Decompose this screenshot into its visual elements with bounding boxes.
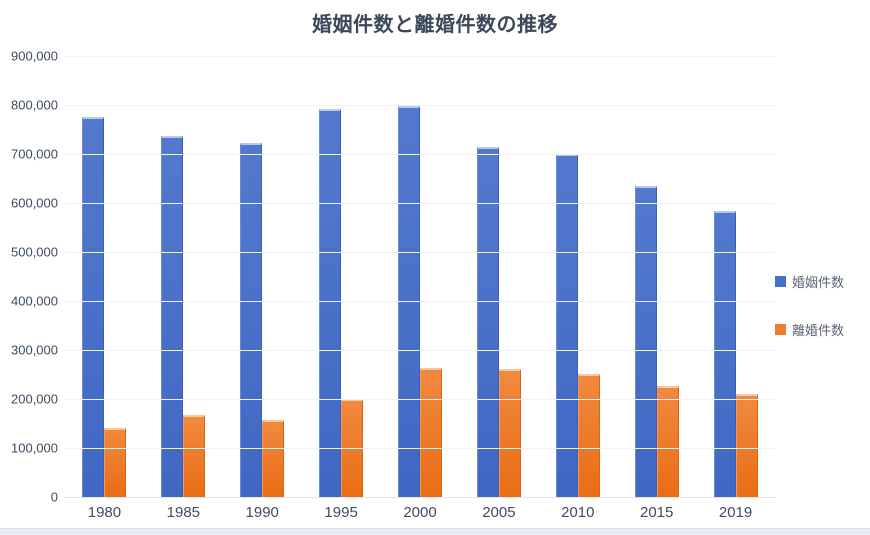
plot-area [65,56,775,498]
y-tick-label: 300,000 [11,342,58,358]
divorces-bar-2015 [656,386,679,497]
bar-group-1985 [144,56,223,497]
marriages-bar-1995 [319,108,342,497]
y-tick-label: 400,000 [11,293,58,309]
gridline [65,154,775,155]
marriages-bar-1985 [161,136,184,497]
y-tick-label: 600,000 [11,195,58,211]
marriages-bar-1980 [82,117,105,497]
bar-group-2005 [459,56,538,497]
marriages-bar-2019 [713,211,736,497]
bar-group-1990 [223,56,302,497]
x-axis: 1980 1985 1990 1995 2000 2005 2010 2015 2019 [65,504,775,521]
y-tick-label: 900,000 [11,48,58,64]
legend-label-divorces: 離婚件数 [792,323,845,338]
y-tick-label: 700,000 [11,146,58,162]
gridline [65,252,775,253]
x-tick-label-1995: 1995 [324,504,358,521]
marriages-bar-1990 [240,143,263,497]
divorces-bar-2010 [577,373,600,497]
x-tick-label-2000: 2000 [403,504,437,521]
legend: 婚姻件数 離婚件数 [775,272,844,339]
gridline [65,448,775,449]
marriages-bar-2015 [634,185,657,497]
gridline [65,202,775,204]
bar-groups [65,56,775,497]
y-axis: 0 100,000 200,000 300,000 400,000 500,000 600,… [0,49,58,505]
marriages-bar-2005 [476,147,499,497]
x-tick-label-1990: 1990 [245,504,279,521]
y-tick-label: 0 [50,489,58,505]
marriages-bar-2010 [555,153,578,497]
chart-title: 婚姻件数と離婚件数の推移 [312,14,558,36]
gridline [65,349,775,351]
bar-group-1980 [65,56,144,497]
bar-group-2000 [381,56,460,497]
divorces-bar-1980 [104,427,127,497]
gridline [65,399,775,400]
y-tick-label: 200,000 [11,391,58,407]
divorces-bar-2019 [735,394,758,497]
legend-item-marriages: 婚姻件数 [775,272,844,291]
x-tick-label-1980: 1980 [87,504,122,521]
divorces-bar-2005 [498,368,521,497]
x-tick-label-2019: 2019 [718,504,753,521]
chart-bottom-edge [0,528,870,535]
legend-item-divorces: 離婚件数 [775,320,844,339]
gridline [65,301,775,302]
divorces-bar-2000 [420,367,442,497]
legend-label-marriages: 婚姻件数 [792,275,845,290]
y-tick-label: 800,000 [11,97,58,113]
x-tick-label-2005: 2005 [482,504,516,521]
legend-swatch-marriages-icon [775,276,786,287]
bar-group-2010 [538,56,617,497]
bar-group-2019 [696,56,775,497]
divorces-bar-1990 [262,419,285,497]
y-tick-label: 500,000 [11,244,58,260]
bar-group-1995 [302,56,381,497]
gridline [65,105,775,106]
bar-group-2015 [617,56,696,497]
x-tick-label-2010: 2010 [561,504,595,521]
divorces-bar-1985 [183,415,206,497]
legend-swatch-divorces-icon [775,324,786,335]
y-tick-label: 100,000 [11,440,58,456]
gridline [65,56,775,57]
x-tick-label-1985: 1985 [166,504,201,521]
x-tick-label-2015: 2015 [639,504,674,521]
